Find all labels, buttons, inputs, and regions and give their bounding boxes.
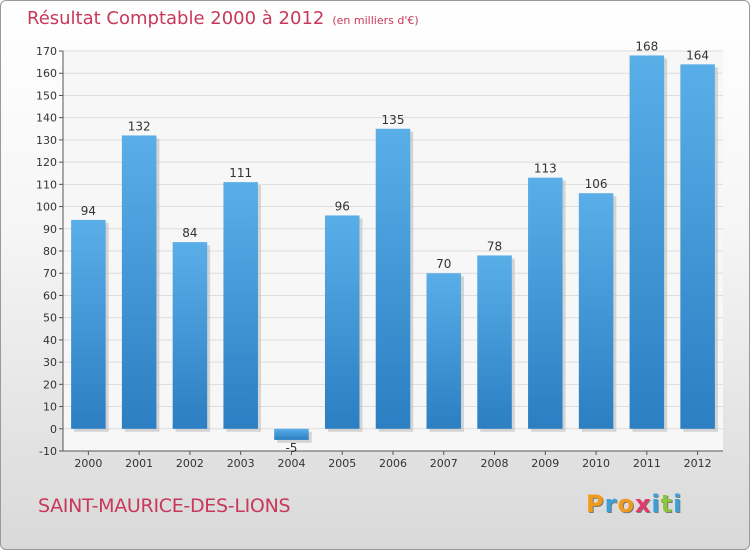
y-tick-label: 100: [36, 201, 57, 214]
logo-letter: i: [651, 490, 661, 518]
y-tick-label: 160: [36, 67, 57, 80]
data-label: 135: [382, 113, 405, 127]
x-tick-label: 2001: [125, 457, 153, 470]
y-tick-label: 90: [43, 223, 57, 236]
y-tick-label: 110: [36, 178, 57, 191]
x-tick-label: 2010: [582, 457, 610, 470]
logo-letter: x: [634, 490, 652, 518]
bar: [71, 219, 106, 429]
y-tick-label: 60: [43, 289, 57, 302]
chart-title: Résultat Comptable 2000 à 2012: [27, 8, 325, 29]
y-tick-label: 140: [36, 112, 57, 125]
logo-letter: o: [617, 490, 635, 518]
bar: [680, 64, 715, 429]
data-label: 111: [229, 166, 252, 180]
y-tick-label: 120: [36, 156, 57, 169]
bar: [223, 182, 258, 429]
y-tick-label: 150: [36, 89, 57, 102]
bar: [578, 193, 614, 429]
data-label: 94: [81, 204, 96, 218]
y-tick-label: -10: [39, 445, 57, 458]
x-tick-label: 2011: [633, 457, 661, 470]
x-tick-label: 2000: [74, 457, 102, 470]
bar: [324, 215, 360, 429]
x-tick-label: 2008: [481, 457, 509, 470]
y-tick-label: 80: [43, 245, 57, 258]
y-tick-label: 30: [43, 356, 57, 369]
data-label: 132: [128, 119, 151, 133]
bar: [426, 273, 462, 429]
x-tick-label: 2006: [379, 457, 407, 470]
x-tick-label: 2012: [684, 457, 712, 470]
bar: [629, 55, 665, 429]
y-tick-label: 0: [50, 423, 57, 436]
data-label: 84: [182, 226, 197, 240]
x-tick-label: 2005: [328, 457, 356, 470]
x-tick-label: 2002: [176, 457, 204, 470]
y-tick-label: 170: [36, 45, 57, 58]
chart-subtitle: (en milliers d'€): [332, 14, 419, 27]
y-tick-label: 70: [43, 267, 57, 280]
logo-letter: i: [673, 490, 683, 518]
y-tick-label: 130: [36, 134, 57, 147]
data-label: 78: [487, 239, 502, 253]
chart-title-block: Résultat Comptable 2000 à 2012 (en millie…: [27, 8, 419, 29]
x-tick-label: 2004: [277, 457, 305, 470]
x-tick-label: 2007: [430, 457, 458, 470]
bar: [477, 255, 512, 429]
bar: [528, 177, 563, 429]
data-label: 168: [635, 39, 658, 53]
data-label: 96: [335, 199, 350, 213]
data-label: 106: [585, 177, 608, 191]
logo-letter: r: [604, 490, 618, 518]
bar: [121, 135, 157, 429]
bar: [172, 242, 208, 429]
data-label: -5: [285, 441, 297, 455]
logo-letter: t: [660, 490, 674, 518]
x-tick-label: 2003: [227, 457, 255, 470]
data-label: 113: [534, 162, 557, 176]
data-label: 70: [436, 257, 451, 271]
y-tick-label: 50: [43, 312, 57, 325]
y-tick-label: 40: [43, 334, 57, 347]
y-tick-label: 10: [43, 401, 57, 414]
proxiti-logo: Proxiti: [586, 490, 682, 518]
city-name: SAINT-MAURICE-DES-LIONS: [38, 495, 291, 517]
bar: [274, 428, 309, 440]
data-label: 164: [686, 48, 709, 62]
logo-letter: P: [586, 490, 605, 518]
y-tick-label: 20: [43, 378, 57, 391]
x-tick-label: 2009: [531, 457, 559, 470]
bar: [375, 128, 411, 429]
